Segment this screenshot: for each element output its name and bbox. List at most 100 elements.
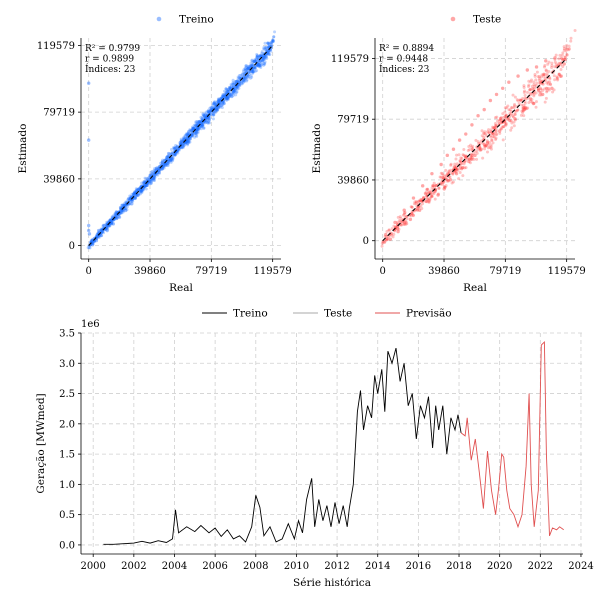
- data-point: [531, 101, 536, 106]
- cloud-point: [493, 121, 497, 125]
- cloud-point: [120, 209, 124, 213]
- cloud-point: [483, 130, 487, 134]
- cloud-point: [455, 167, 459, 171]
- cloud-point: [464, 166, 468, 170]
- cloud-point: [554, 53, 558, 57]
- cloud-point: [528, 98, 532, 102]
- cloud-point: [270, 39, 274, 43]
- data-point: [544, 59, 548, 63]
- cloud-point: [172, 147, 176, 151]
- cloud-point: [228, 94, 232, 98]
- cloud-point: [451, 172, 455, 176]
- cloud-point: [521, 109, 525, 113]
- cloud-point: [222, 95, 226, 99]
- cloud-point: [470, 153, 474, 157]
- cloud-point: [529, 80, 533, 84]
- cloud-point: [108, 219, 112, 223]
- cloud-point: [132, 193, 136, 197]
- cloud-point: [491, 131, 495, 135]
- cloud-point: [445, 179, 449, 183]
- cloud-point: [151, 177, 155, 181]
- data-point: [179, 140, 183, 144]
- data-point: [157, 168, 162, 172]
- cloud-point: [131, 192, 135, 196]
- cloud-point: [194, 124, 198, 128]
- cloud-point: [196, 121, 200, 125]
- cloud-point: [251, 63, 255, 67]
- cloud-point: [257, 63, 261, 67]
- cloud-point: [441, 180, 445, 184]
- scatter-panel-1: 0039860398607971979719119579119579RealEs…: [311, 14, 586, 295]
- cloud-point: [489, 128, 493, 132]
- x-tick-label: 2000: [80, 561, 105, 572]
- cloud-point: [227, 94, 231, 98]
- cloud-point: [186, 132, 190, 136]
- cloud-point: [521, 111, 525, 115]
- cloud-point: [384, 238, 388, 242]
- cloud-point: [185, 133, 189, 137]
- cloud-point: [252, 59, 256, 63]
- cloud-point: [202, 114, 206, 118]
- cloud-point: [546, 62, 550, 66]
- cloud-point: [242, 76, 246, 80]
- cloud-point: [495, 115, 499, 119]
- cloud-point: [238, 84, 242, 88]
- cloud-point: [209, 109, 213, 113]
- cloud-point: [186, 132, 190, 136]
- cloud-point: [252, 65, 256, 69]
- data-point: [448, 178, 453, 182]
- cloud-point: [462, 153, 466, 157]
- cloud-point: [529, 92, 533, 96]
- annotation-text: r = 0.9448: [379, 55, 428, 65]
- cloud-point: [190, 129, 194, 133]
- cloud-point: [522, 90, 526, 94]
- cloud-point: [494, 129, 498, 133]
- cloud-point: [402, 220, 406, 224]
- cloud-point: [468, 148, 472, 152]
- cloud-point: [128, 198, 132, 202]
- cloud-point: [243, 76, 247, 80]
- cloud-point: [122, 203, 126, 207]
- cloud-point: [229, 93, 233, 97]
- cloud-point: [493, 116, 497, 120]
- annotation-text: Índices: 23: [85, 63, 136, 75]
- cloud-point: [197, 126, 201, 130]
- cloud-point: [100, 228, 104, 232]
- cloud-point: [532, 101, 536, 105]
- cloud-point: [237, 86, 241, 90]
- cloud-point: [257, 64, 261, 68]
- cloud-point: [214, 108, 218, 112]
- cloud-point: [227, 88, 231, 92]
- cloud-point: [250, 75, 254, 79]
- data-point: [213, 109, 217, 114]
- cloud-point: [144, 184, 148, 188]
- cloud-point: [171, 156, 175, 160]
- cloud-point: [553, 65, 557, 69]
- cloud-point: [183, 134, 187, 138]
- cloud-point: [121, 210, 125, 214]
- cloud-point: [201, 123, 205, 127]
- cloud-point: [127, 198, 131, 202]
- y-tick-label: 1.0: [59, 480, 75, 491]
- cloud-point: [240, 81, 244, 85]
- cloud-point: [246, 66, 250, 70]
- cloud-point: [564, 58, 568, 62]
- cloud-point: [266, 45, 270, 49]
- cloud-point: [439, 175, 443, 179]
- cloud-point: [92, 240, 96, 244]
- cloud-point: [475, 149, 479, 153]
- cloud-point: [207, 110, 211, 114]
- cloud-point: [544, 69, 548, 73]
- cloud-point: [565, 53, 569, 57]
- cloud-point: [96, 235, 100, 239]
- cloud-point: [543, 100, 547, 104]
- cloud-point: [162, 164, 166, 168]
- x-tick-label: 2008: [243, 561, 268, 572]
- cloud-point: [260, 50, 264, 54]
- cloud-point: [231, 90, 235, 94]
- cloud-point: [261, 58, 265, 62]
- cloud-point: [257, 55, 261, 59]
- cloud-point: [175, 144, 179, 148]
- cloud-point: [569, 39, 573, 43]
- cloud-point: [250, 59, 254, 63]
